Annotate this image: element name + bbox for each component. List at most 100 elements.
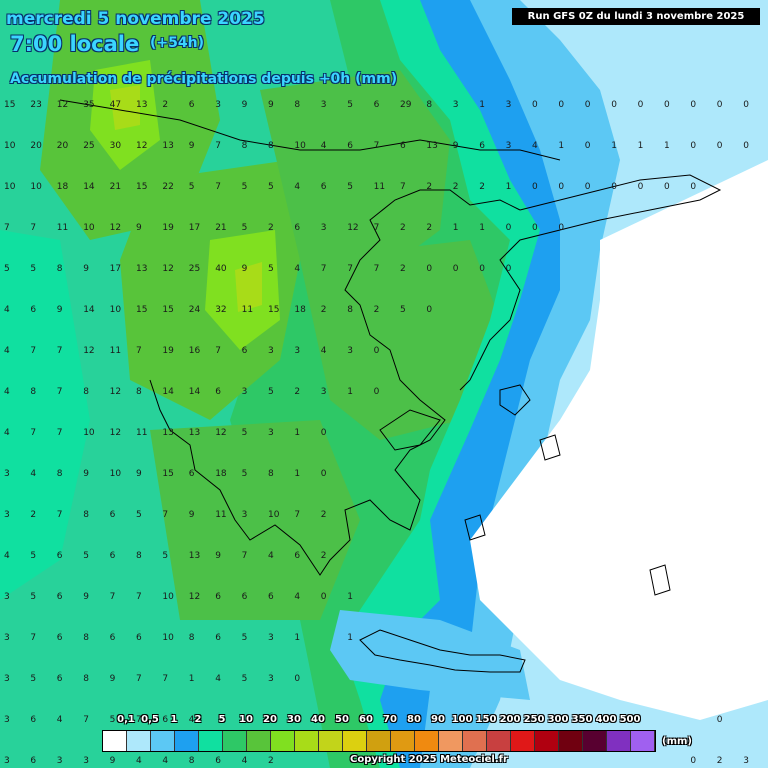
precip-value: 4	[242, 756, 248, 766]
precip-value: 7	[30, 346, 36, 356]
precip-value: 0	[532, 100, 538, 110]
precip-value: 6	[215, 592, 221, 602]
precip-value: 6	[57, 633, 63, 643]
legend-label: 0,1	[117, 714, 135, 725]
precip-value: 29	[400, 100, 412, 110]
color-scale-legend	[102, 730, 656, 752]
precip-value: 5	[4, 264, 10, 274]
precip-value: 20	[57, 141, 69, 151]
precip-value: 0	[690, 182, 696, 192]
precip-value: 1	[294, 633, 300, 643]
precip-value: 0	[558, 182, 564, 192]
precip-value: 13	[189, 551, 200, 561]
precip-value: 9	[83, 264, 89, 274]
precip-value: 7	[136, 674, 142, 684]
precip-value: 4	[532, 141, 538, 151]
precip-value: 11	[374, 182, 385, 192]
precip-value: 9	[189, 510, 195, 520]
legend-swatch	[559, 731, 583, 751]
precip-value: 0	[690, 100, 696, 110]
precip-value: 9	[83, 469, 89, 479]
precip-value: 9	[110, 674, 116, 684]
precip-value: 3	[268, 346, 274, 356]
legend-label: 90	[431, 714, 445, 725]
precip-value: 13	[426, 141, 437, 151]
precip-value: 3	[347, 346, 353, 356]
legend-label: 70	[383, 714, 397, 725]
precip-value: 14	[83, 182, 95, 192]
precip-value: 3	[4, 633, 10, 643]
precip-value: 12	[136, 141, 147, 151]
precip-value: 0	[743, 100, 749, 110]
legend-label: 0,5	[141, 714, 159, 725]
precip-value: 10	[162, 633, 174, 643]
precip-value: 5	[268, 264, 274, 274]
precip-value: 4	[268, 551, 274, 561]
precip-value: 7	[57, 346, 63, 356]
precip-value: 3	[294, 346, 300, 356]
precip-value: 7	[30, 633, 36, 643]
precip-value: 10	[162, 592, 174, 602]
precip-value: 7	[400, 182, 406, 192]
legend-label: 500	[619, 714, 641, 725]
legend-swatch	[391, 731, 415, 751]
precip-value: 8	[57, 264, 63, 274]
legend-swatch	[343, 731, 367, 751]
island-naxos	[464, 514, 486, 541]
precip-value: 4	[4, 305, 10, 315]
precip-value: 3	[268, 633, 274, 643]
precip-value: 1	[664, 141, 670, 151]
precip-value: 4	[294, 592, 300, 602]
precip-value: 3	[4, 715, 10, 725]
map-subtitle: Accumulation de précipitations depuis +0…	[10, 71, 398, 87]
legend-swatch	[607, 731, 631, 751]
forecast-lead-time: (+54h)	[150, 35, 204, 51]
precip-zone-core-north	[110, 85, 140, 130]
precip-value: 7	[374, 264, 380, 274]
precip-value: 7	[374, 223, 380, 233]
precip-value: 9	[136, 223, 142, 233]
precip-value: 23	[30, 100, 41, 110]
precip-value: 13	[189, 428, 200, 438]
precip-value: 0	[717, 100, 723, 110]
precip-value: 1	[347, 592, 353, 602]
precip-value: 1	[294, 428, 300, 438]
precip-value: 3	[268, 428, 274, 438]
precip-value: 0	[321, 592, 327, 602]
legend-swatch	[631, 731, 655, 751]
precip-value: 14	[189, 387, 201, 397]
precip-value: 6	[479, 141, 485, 151]
precip-value: 8	[189, 633, 195, 643]
precip-value: 0	[664, 100, 670, 110]
legend-swatch	[271, 731, 295, 751]
precip-value: 9	[268, 100, 274, 110]
precip-value: 8	[83, 387, 89, 397]
precip-value: 0	[611, 182, 617, 192]
precip-value: 7	[242, 551, 248, 561]
precip-value: 3	[215, 100, 221, 110]
legend-label: 250	[523, 714, 545, 725]
forecast-time: 7:00 locale	[10, 32, 140, 56]
precip-value: 18	[294, 305, 306, 315]
precip-value: 8	[83, 674, 89, 684]
legend-label: 30	[287, 714, 301, 725]
precip-value: 5	[83, 551, 89, 561]
precip-value: 12	[347, 223, 358, 233]
legend-label: 200	[499, 714, 521, 725]
precip-value: 1	[479, 223, 485, 233]
precip-value: 2	[426, 182, 432, 192]
legend-swatch	[583, 731, 607, 751]
border-north	[59, 99, 561, 161]
legend-label: 150	[475, 714, 497, 725]
legend-swatch	[439, 731, 463, 751]
precip-value: 8	[268, 469, 274, 479]
precip-value: 6	[57, 674, 63, 684]
precip-value: 8	[30, 387, 36, 397]
precip-value: 1	[611, 141, 617, 151]
precip-value: 6	[189, 100, 195, 110]
precip-value: 6	[347, 141, 353, 151]
crete-precip-zone	[330, 610, 530, 700]
precip-value: 3	[4, 592, 10, 602]
precip-value: 4	[215, 674, 221, 684]
